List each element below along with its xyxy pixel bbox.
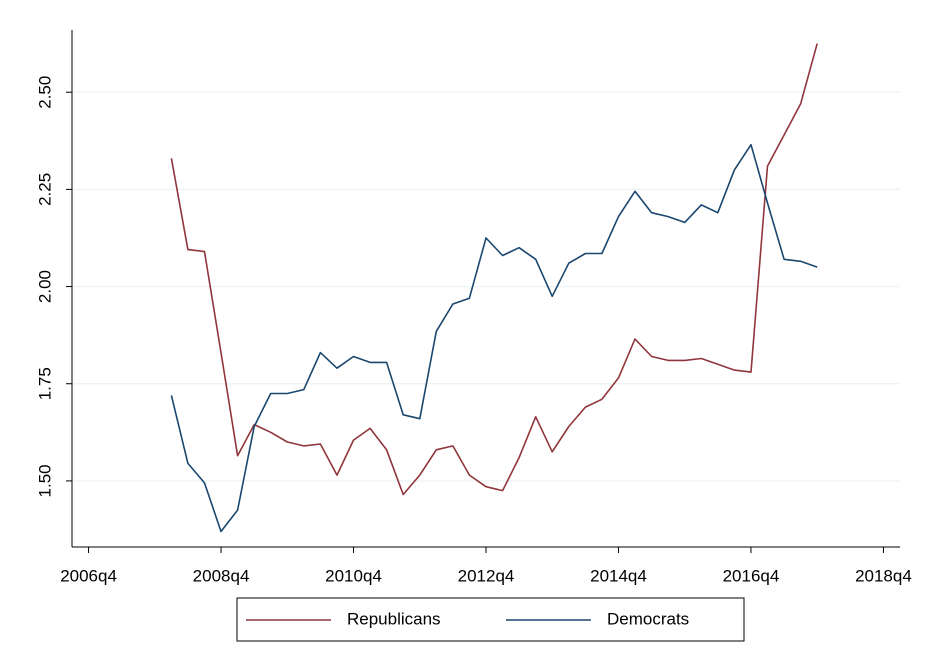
x-tick-label: 2012q4 — [458, 566, 515, 585]
y-tick-label: 2.25 — [35, 173, 54, 206]
legend-label: Republicans — [347, 609, 441, 628]
y-tick-label: 2.50 — [35, 76, 54, 109]
data-line — [170, 43, 818, 496]
y-tick-label: 1.75 — [35, 367, 54, 400]
x-tick-label: 2006q4 — [60, 566, 117, 585]
y-tick-label: 1.50 — [35, 464, 54, 497]
x-tick-label: 2008q4 — [193, 566, 250, 585]
x-tick-label: 2018q4 — [855, 566, 912, 585]
x-tick-label: 2014q4 — [590, 566, 647, 585]
legend-label: Democrats — [607, 609, 689, 628]
x-tick-label: 2016q4 — [723, 566, 780, 585]
x-tick-label: 2010q4 — [325, 566, 382, 585]
y-tick-label: 2.00 — [35, 270, 54, 303]
data-line — [170, 143, 818, 533]
legend: Republicans Democrats — [236, 597, 745, 642]
